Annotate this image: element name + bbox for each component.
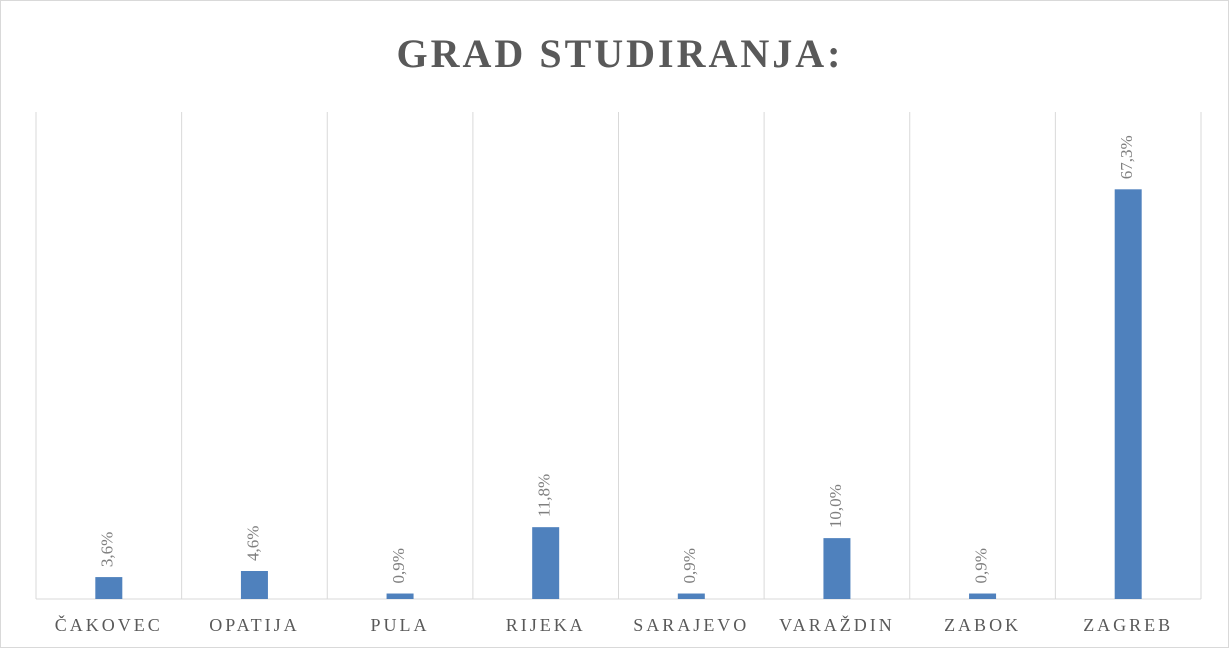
x-tick-label: OPATIJA [209, 615, 299, 635]
x-tick-label: ZABOK [944, 615, 1021, 635]
bar [677, 593, 705, 599]
data-label: 10,0% [826, 484, 845, 528]
bar [95, 577, 123, 599]
data-label: 4,6% [243, 526, 262, 561]
bar [386, 593, 414, 599]
bar [240, 570, 268, 599]
x-tick-label: VARAŽDIN [779, 614, 895, 635]
x-tick-label: ZAGREB [1083, 615, 1173, 635]
data-label: 3,6% [98, 532, 117, 567]
x-tick-label: PULA [371, 615, 430, 635]
bar [969, 593, 997, 599]
bar [823, 538, 851, 599]
x-tick-label: RIJEKA [506, 615, 586, 635]
bar [1114, 189, 1142, 599]
x-tick-label: ČAKOVEC [55, 614, 163, 635]
data-label: 0,9% [971, 548, 990, 583]
x-tick-label: SARAJEVO [633, 615, 749, 635]
bar [532, 527, 560, 599]
data-label: 67,3% [1117, 135, 1136, 179]
data-label: 0,9% [389, 548, 408, 583]
chart-title: GRAD STUDIRANJA: [397, 31, 844, 76]
data-label: 0,9% [680, 548, 699, 583]
data-label: 11,8% [535, 474, 554, 517]
